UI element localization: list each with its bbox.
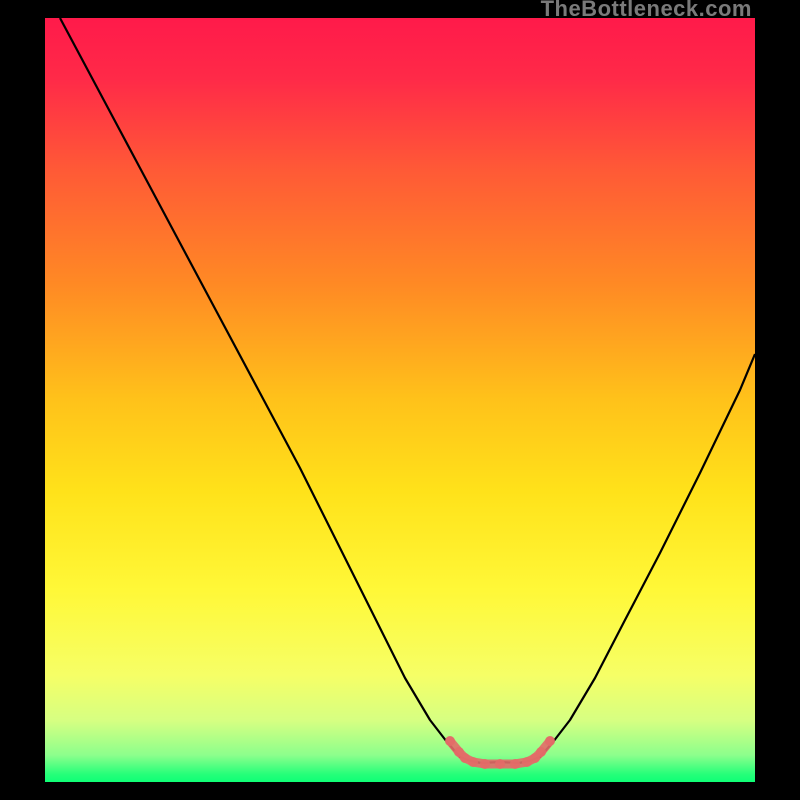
- bottleneck-curve: [60, 18, 755, 763]
- plot-area: [45, 18, 755, 782]
- curve-layer: [45, 18, 755, 782]
- chart-frame: TheBottleneck.com: [0, 0, 800, 800]
- valley-marker-bead: [536, 747, 546, 757]
- watermark-text: TheBottleneck.com: [541, 0, 752, 22]
- valley-marker-bead: [545, 736, 555, 746]
- valley-marker-bead: [495, 759, 505, 769]
- valley-marker-bead: [468, 757, 478, 767]
- valley-marker-bead: [510, 759, 520, 769]
- valley-marker-bead: [445, 736, 455, 746]
- valley-marker-bead: [480, 759, 490, 769]
